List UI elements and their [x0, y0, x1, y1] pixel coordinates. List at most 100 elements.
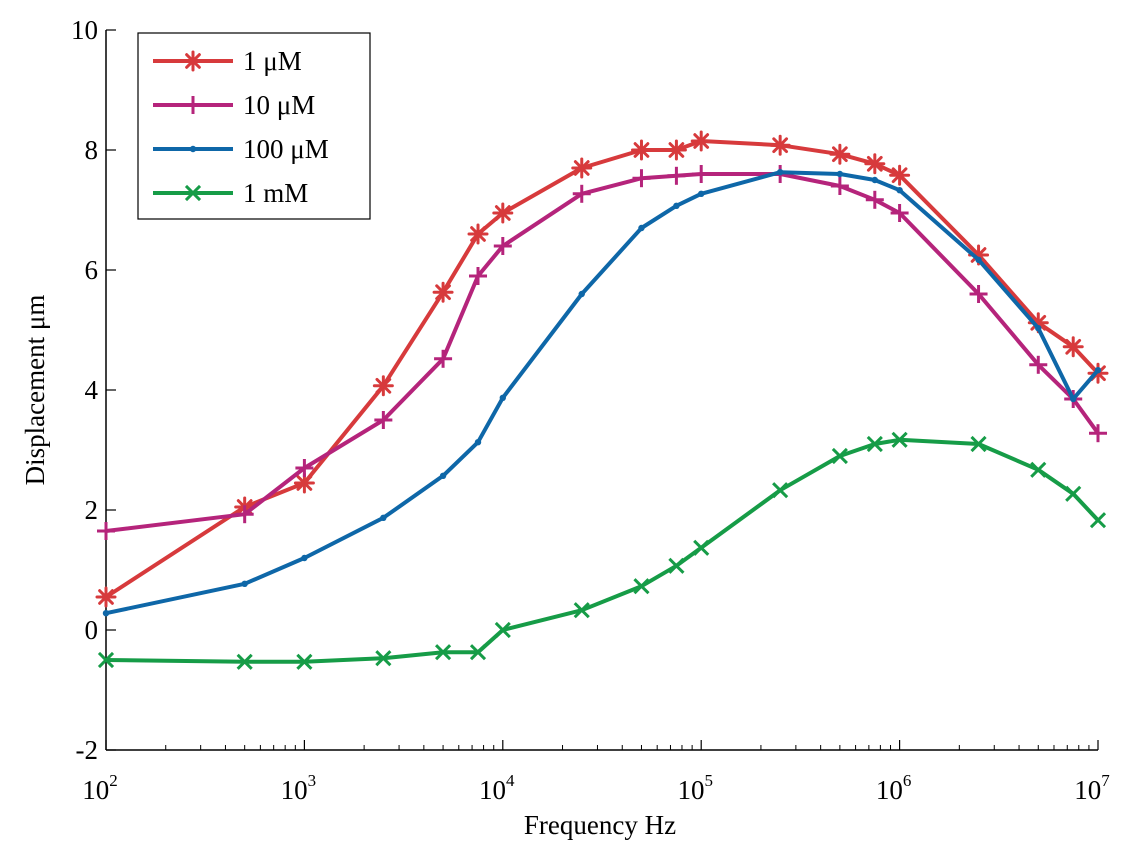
data-point — [578, 290, 585, 298]
x-tick-label: 102 — [82, 771, 118, 805]
data-point — [769, 134, 791, 156]
y-axis-label: Displacement μm — [20, 295, 50, 486]
series-2 — [97, 165, 1107, 540]
marker-dot — [241, 580, 248, 587]
marker-stroke — [573, 160, 590, 176]
legend-item: 1 μM — [153, 46, 302, 76]
legend-item: 10 μM — [153, 90, 315, 120]
marker-dot — [698, 190, 705, 197]
data-point — [439, 472, 447, 479]
marker-dot — [1035, 325, 1042, 332]
legend-label: 100 μM — [243, 134, 329, 164]
data-point — [499, 394, 506, 401]
data-point — [573, 602, 590, 619]
marker-dot — [836, 170, 844, 178]
x-tick-label: 103 — [281, 771, 317, 805]
data-point — [891, 431, 908, 448]
data-point — [184, 184, 202, 202]
data-point — [241, 580, 248, 587]
marker-stroke — [772, 137, 789, 154]
marker-stroke — [832, 146, 848, 163]
marker-dot — [871, 176, 879, 184]
marker-stroke — [469, 644, 487, 661]
data-point — [434, 349, 453, 368]
marker-stroke — [693, 133, 710, 149]
y-tick-label: 8 — [85, 135, 99, 165]
y-tick-label: -2 — [76, 735, 99, 765]
data-point — [474, 439, 482, 446]
data-point — [975, 256, 982, 263]
legend-label: 1 mM — [243, 178, 308, 208]
marker-stroke — [891, 167, 908, 184]
data-point — [866, 435, 883, 453]
series-1 — [95, 130, 1109, 608]
legend-item: 1 mM — [153, 178, 308, 208]
marker-dot — [673, 202, 680, 209]
data-point — [632, 169, 651, 188]
data-point — [494, 621, 511, 639]
marker-stroke — [375, 377, 392, 394]
data-point — [467, 223, 489, 245]
series-line — [105, 170, 1100, 616]
marker-stroke — [435, 284, 451, 301]
series-4 — [97, 431, 1107, 670]
legend-box — [137, 32, 371, 220]
marker-stroke — [633, 142, 650, 158]
legend: 1 μM 10 μM 100 μM 1 mM — [137, 32, 371, 220]
data-point — [692, 165, 711, 183]
data-point — [690, 130, 712, 152]
data-point — [375, 650, 392, 667]
data-point — [1094, 367, 1102, 374]
data-point — [667, 166, 686, 185]
marker-dot — [499, 394, 506, 401]
data-point — [571, 157, 593, 179]
data-point — [970, 435, 987, 453]
data-point — [693, 539, 710, 556]
marker-dot — [380, 514, 387, 521]
marker-dot — [102, 610, 110, 617]
data-point — [890, 204, 909, 222]
y-tick-label: 6 — [85, 255, 99, 285]
data-point — [630, 139, 652, 161]
marker-dot — [776, 169, 784, 176]
marker-dot — [1094, 367, 1102, 374]
data-point — [829, 143, 851, 165]
marker-stroke — [296, 653, 313, 670]
legend-label: 10 μM — [243, 90, 315, 120]
data-point — [1030, 461, 1047, 478]
marker-stroke — [633, 578, 650, 595]
marker-stroke — [1065, 485, 1082, 502]
marker-dot — [896, 187, 903, 194]
data-point — [889, 164, 911, 186]
data-point — [184, 96, 202, 114]
data-point — [97, 651, 115, 669]
marker-dot — [638, 224, 645, 232]
series-layer — [95, 130, 1109, 670]
marker-dot — [189, 145, 197, 153]
marker-stroke — [866, 435, 883, 453]
data-point — [831, 447, 848, 465]
legend-item: 100 μM — [153, 134, 329, 164]
marker-stroke — [97, 651, 115, 669]
y-tick-label: 10 — [71, 15, 98, 45]
data-point — [1062, 336, 1084, 358]
marker-stroke — [470, 226, 486, 242]
data-point — [380, 514, 387, 521]
x-tick-label: 106 — [876, 771, 912, 805]
data-point — [830, 177, 849, 195]
data-point — [836, 170, 844, 178]
data-point — [182, 50, 204, 72]
data-point — [1089, 512, 1107, 529]
data-point — [698, 190, 705, 197]
marker-stroke — [494, 205, 511, 221]
data-point — [301, 554, 308, 562]
axes: -2 0 2 4 6 8 10 102 103 104 105 106 107 — [71, 15, 1110, 805]
data-point — [633, 578, 650, 595]
data-point — [668, 557, 685, 574]
data-point — [492, 202, 514, 224]
data-point — [189, 145, 197, 153]
marker-stroke — [693, 539, 710, 556]
x-tick-label: 104 — [479, 771, 515, 805]
marker-dot — [1070, 395, 1077, 403]
